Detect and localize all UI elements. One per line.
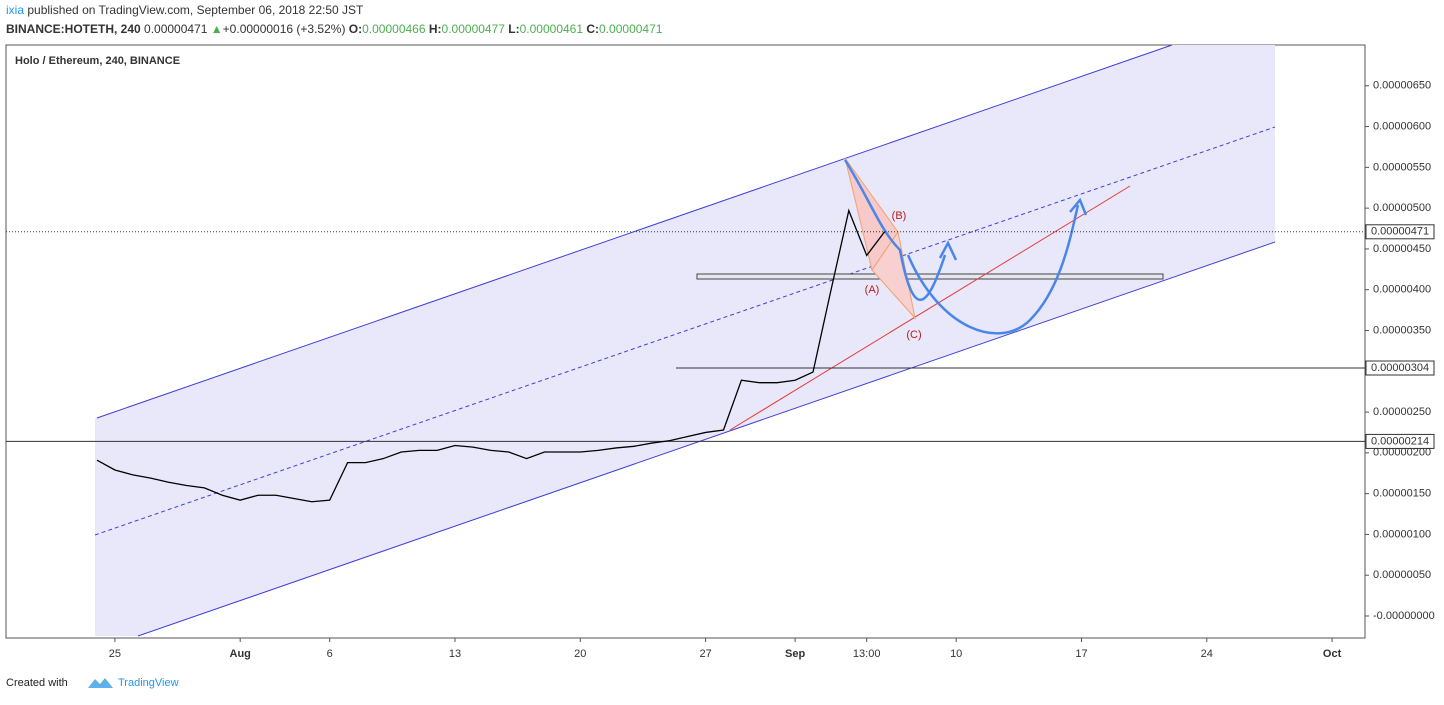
- x-tick-label: Oct: [1323, 648, 1342, 660]
- y-tick-label: 0.00000550: [1373, 161, 1431, 173]
- footer-brand[interactable]: TradingView: [118, 677, 179, 689]
- y-tick-label: 0.00000500: [1373, 202, 1431, 214]
- l: 0.00000461: [520, 22, 584, 36]
- y-tick-label: 0.00000600: [1373, 120, 1431, 132]
- symbol: BINANCE:HOTETH, 240: [6, 22, 141, 36]
- arrow-path-1: [843, 159, 947, 302]
- c: 0.00000471: [599, 22, 663, 36]
- change: +0.00000016 (+3.52%): [223, 22, 346, 36]
- y-tick-label: 0.00000050: [1373, 569, 1431, 581]
- x-tick-label: 13:00: [853, 648, 881, 660]
- y-tick-label: 0.00000650: [1373, 80, 1431, 92]
- published: published on TradingView.com, September …: [27, 3, 364, 17]
- x-tick-label: Aug: [230, 648, 251, 660]
- plot-frame: [5, 44, 1366, 639]
- channel-lower: [137, 241, 1276, 637]
- x-tick-label: 6: [327, 648, 333, 660]
- y-tick-label: 0.00000250: [1373, 406, 1431, 418]
- header-line1: ixia published on TradingView.com, Septe…: [6, 3, 364, 17]
- x-tick-label: 27: [699, 648, 711, 660]
- arrow-heads: [938, 197, 1088, 261]
- last: 0.00000471: [144, 22, 208, 36]
- y-tick-label: 0.00000150: [1373, 488, 1431, 500]
- x-tick-label: 17: [1075, 648, 1087, 660]
- channel-mid: [94, 126, 1276, 536]
- y-tick-label: 0.00000100: [1373, 528, 1431, 540]
- trend-line: [729, 185, 1131, 431]
- annotation: (C): [906, 329, 921, 341]
- y-tick-label: 0.00000200: [1373, 447, 1431, 459]
- y-tick-label: 0.00000450: [1373, 243, 1431, 255]
- x-tick-label: 10: [950, 648, 962, 660]
- h-label: H:: [429, 22, 442, 36]
- x-tick-label: Sep: [785, 648, 805, 660]
- price-label: 0.00000304: [1371, 362, 1429, 374]
- o: 0.00000466: [362, 22, 426, 36]
- c-label: C:: [586, 22, 599, 36]
- o-label: O:: [349, 22, 362, 36]
- chart-title: Holo / Ethereum, 240, BINANCE: [15, 55, 180, 67]
- y-tick-label: 0.00000350: [1373, 324, 1431, 336]
- logo: [88, 678, 113, 688]
- x-tick-label: 20: [574, 648, 586, 660]
- author[interactable]: ixia: [6, 3, 24, 17]
- arrow: ▲: [211, 22, 223, 36]
- price-label-box: [1365, 433, 1435, 449]
- l-label: L:: [508, 22, 519, 36]
- y-tick-label: -0.00000000: [1373, 610, 1435, 622]
- price-label-box: [1365, 360, 1435, 376]
- price-label: 0.00000471: [1371, 226, 1429, 238]
- footer-created: Created with: [6, 677, 68, 689]
- zone-box: [696, 273, 1164, 280]
- price-label: 0.00000214: [1371, 435, 1429, 447]
- x-tick-label: 13: [449, 648, 461, 660]
- channel-upper: [96, 44, 1173, 419]
- y-tick-label: 0.00000400: [1373, 284, 1431, 296]
- header-line2: BINANCE:HOTETH, 240 0.00000471 ▲+0.00000…: [6, 22, 663, 36]
- x-tick-label: 24: [1201, 648, 1213, 660]
- h: 0.00000477: [442, 22, 506, 36]
- x-tick-label: 25: [109, 648, 121, 660]
- channel-fill: [95, 45, 1275, 636]
- price-label-box: [1365, 224, 1435, 240]
- annotation: (B): [892, 210, 907, 222]
- price-line-series: [96, 208, 886, 503]
- annotation: (A): [865, 284, 880, 296]
- arrow-path-2: [906, 204, 1080, 335]
